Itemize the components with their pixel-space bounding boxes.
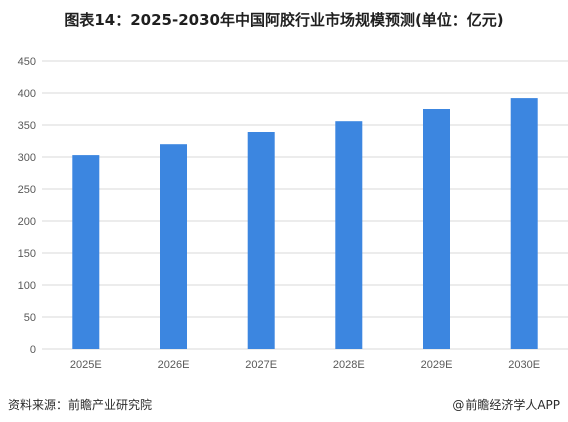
y-tick-label: 0 bbox=[30, 344, 36, 356]
y-tick-label: 450 bbox=[18, 56, 36, 68]
bar-2030E bbox=[510, 98, 538, 349]
bar-2027E bbox=[247, 132, 275, 349]
y-axis-ticks: 0 50 100 150 200 250 300 350 400 450 bbox=[18, 56, 36, 356]
x-tick-label: 2027E bbox=[245, 359, 277, 371]
x-tick-label: 2028E bbox=[333, 359, 365, 371]
bar-2026E bbox=[160, 144, 187, 349]
y-tick-label: 350 bbox=[18, 120, 36, 132]
y-tick-label: 150 bbox=[18, 248, 36, 260]
bar-series bbox=[72, 98, 538, 349]
y-tick-label: 250 bbox=[18, 184, 36, 196]
chart-title: 图表14：2025-2030年中国阿胶行业市场规模预测(单位：亿元) bbox=[64, 11, 504, 29]
y-grid bbox=[42, 60, 568, 350]
x-tick-label: 2026E bbox=[158, 359, 190, 371]
credit-text: 前瞻经济学人APP bbox=[465, 398, 560, 412]
x-tick-label: 2029E bbox=[421, 359, 453, 371]
x-tick-label: 2025E bbox=[70, 359, 102, 371]
credit-note: @前瞻经济学人APP bbox=[452, 396, 560, 413]
source-note: 资料来源：前瞻产业研究院 bbox=[8, 398, 153, 412]
at-symbol: @ bbox=[452, 398, 465, 412]
y-tick-label: 50 bbox=[24, 312, 36, 324]
bar-2025E bbox=[72, 155, 100, 349]
x-axis-ticks: 2025E 2026E 2027E 2028E 2029E 2030E bbox=[70, 359, 540, 371]
y-tick-label: 400 bbox=[18, 88, 36, 100]
y-tick-label: 200 bbox=[18, 216, 36, 228]
y-tick-label: 300 bbox=[18, 152, 36, 164]
bar-2029E bbox=[423, 109, 450, 349]
x-tick-label: 2030E bbox=[508, 359, 540, 371]
y-tick-label: 100 bbox=[18, 280, 36, 292]
bar-2028E bbox=[335, 121, 363, 349]
